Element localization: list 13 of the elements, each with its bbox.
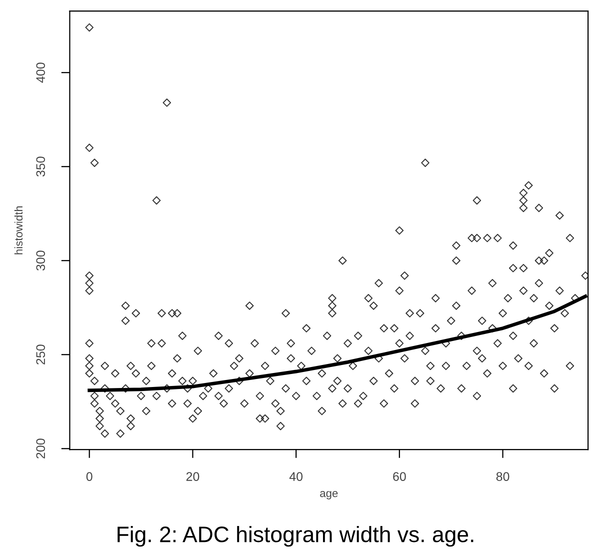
y-axis-title: histowidth: [14, 206, 23, 254]
y-tick-label: 350: [36, 156, 46, 177]
y-tick-label: 300: [36, 250, 46, 271]
x-tick-label: 40: [289, 472, 303, 481]
y-tick-label: 200: [36, 438, 46, 458]
x-tick-label: 60: [393, 472, 406, 481]
x-tick-label: 0: [86, 472, 92, 481]
x-tick-label: 20: [186, 472, 200, 481]
y-tick-label: 250: [36, 344, 46, 364]
x-tick-label: 80: [496, 472, 510, 481]
y-tick-label: 400: [36, 62, 46, 83]
x-axis-title: age: [320, 491, 338, 500]
caption: Fig. 2: ADC histogram width vs. age.: [118, 526, 474, 547]
